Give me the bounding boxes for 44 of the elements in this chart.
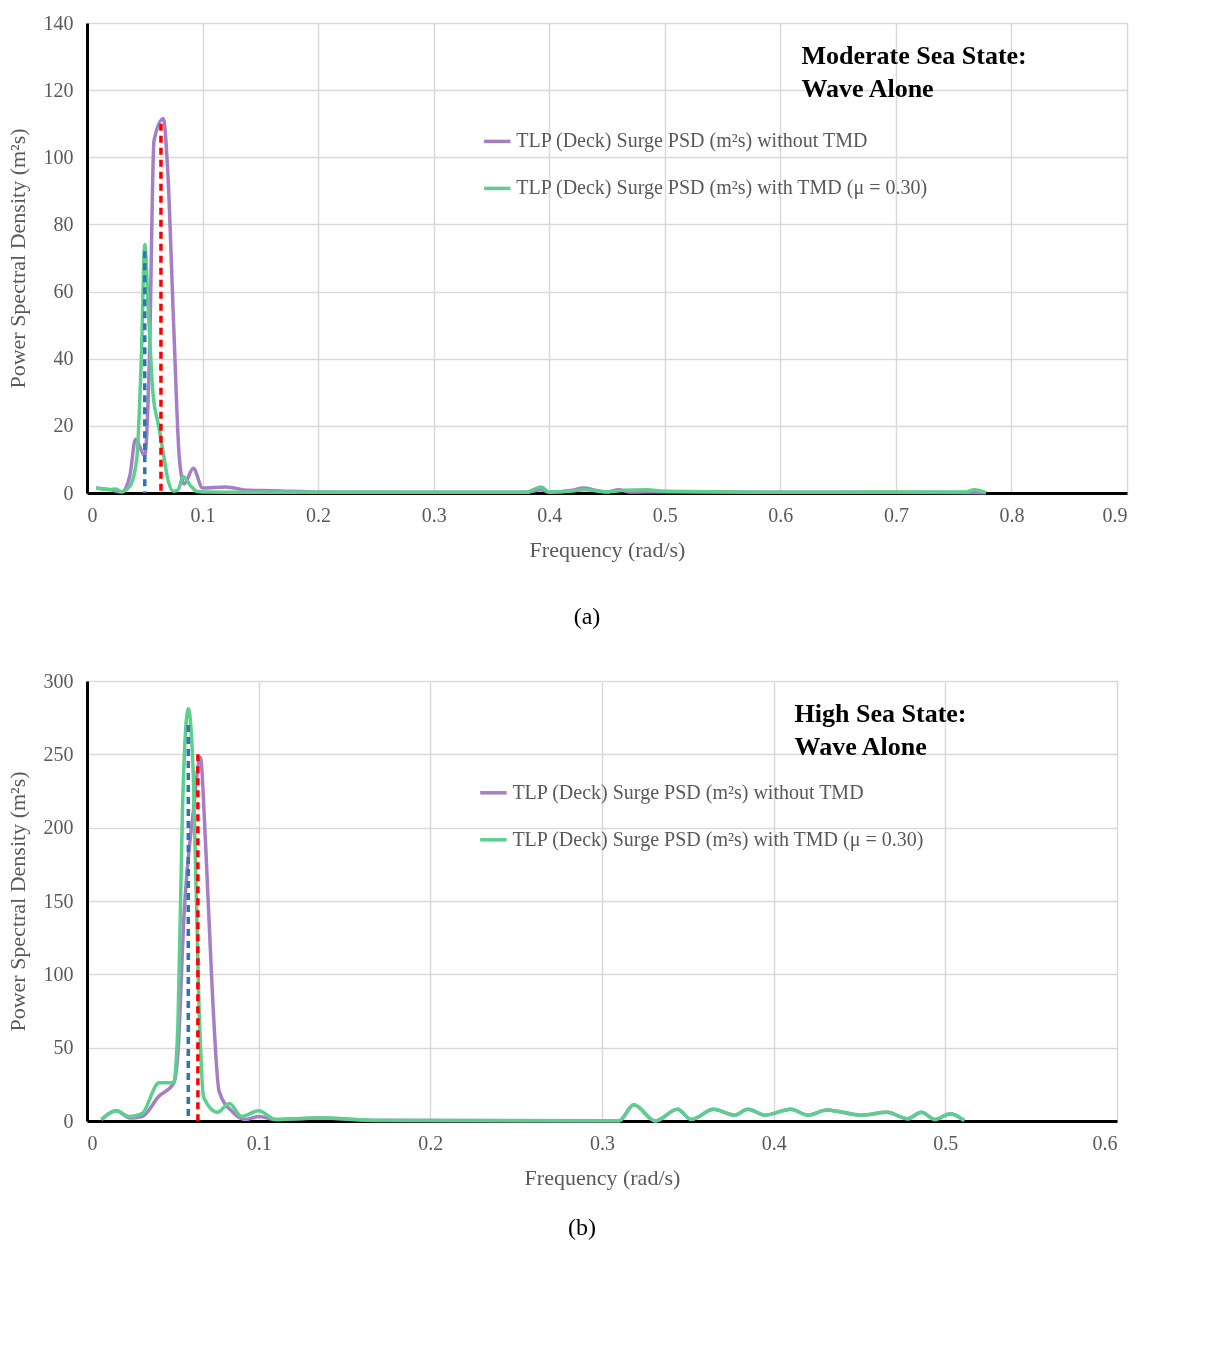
x-tick-label: 0.4 — [761, 1131, 787, 1154]
y-tick-label: 20 — [53, 414, 74, 437]
legend-label: TLP (Deck) Surge PSD (m²s) without TMD — [512, 780, 864, 804]
x-tick-label: 0.4 — [537, 503, 563, 526]
x-tick-label: 0.7 — [883, 503, 909, 526]
legend-label: TLP (Deck) Surge PSD (m²s) with TMD (μ = 0.30) — [516, 176, 928, 200]
x-tick-label: 0.3 — [421, 503, 447, 526]
y-tick-label: 200 — [43, 816, 74, 839]
x-axis-title: Frequency (rad/s) — [529, 536, 686, 562]
x-tick-label: 0.2 — [418, 1131, 444, 1154]
x-tick-label: 0.1 — [190, 503, 216, 526]
y-tick-label: 100 — [43, 962, 74, 985]
x-axis-title: Frequency (rad/s) — [524, 1164, 681, 1190]
annotation: Moderate Sea State: Wave Alone — [801, 41, 1027, 103]
x-tick-label: 0.6 — [1092, 1131, 1118, 1154]
y-tick-label: 0 — [63, 481, 74, 504]
x-tick-label: 0 — [87, 1131, 98, 1154]
y-tick-label: 250 — [43, 742, 74, 765]
y-tick-label: 140 — [43, 11, 74, 34]
annotation: High Sea State: Wave Alone — [794, 699, 967, 761]
y-tick-label: 150 — [43, 889, 74, 912]
x-tick-label: 0.5 — [933, 1131, 959, 1154]
x-tick-label: 0.5 — [652, 503, 678, 526]
y-tick-label: 0 — [63, 1109, 74, 1132]
y-axis-title: Power Spectral Density (m²s) — [4, 771, 30, 1032]
x-tick-label: 0.2 — [306, 503, 332, 526]
y-tick-label: 300 — [43, 669, 74, 692]
text: (b) — [568, 1214, 596, 1240]
text: (a) — [573, 603, 601, 629]
y-tick-label: 60 — [53, 280, 74, 303]
x-tick-label: 0.9 — [1102, 503, 1128, 526]
x-tick-label: 0 — [87, 503, 98, 526]
y-axis-title: Power Spectral Density (m²s) — [4, 128, 30, 389]
x-tick-label: 0.3 — [590, 1131, 615, 1154]
y-tick-label: 120 — [43, 78, 74, 101]
legend-label: TLP (Deck) Surge PSD (m²s) without TMD — [516, 129, 868, 153]
y-tick-label: 100 — [43, 145, 74, 168]
y-tick-label: 80 — [53, 212, 74, 235]
y-tick-label: 40 — [53, 347, 74, 370]
y-tick-label: 50 — [53, 1036, 74, 1059]
x-tick-label: 0.8 — [999, 503, 1025, 526]
x-tick-label: 0.1 — [246, 1131, 272, 1154]
legend-label: TLP (Deck) Surge PSD (m²s) with TMD (μ = 0.30) — [512, 827, 924, 851]
x-tick-label: 0.6 — [768, 503, 794, 526]
